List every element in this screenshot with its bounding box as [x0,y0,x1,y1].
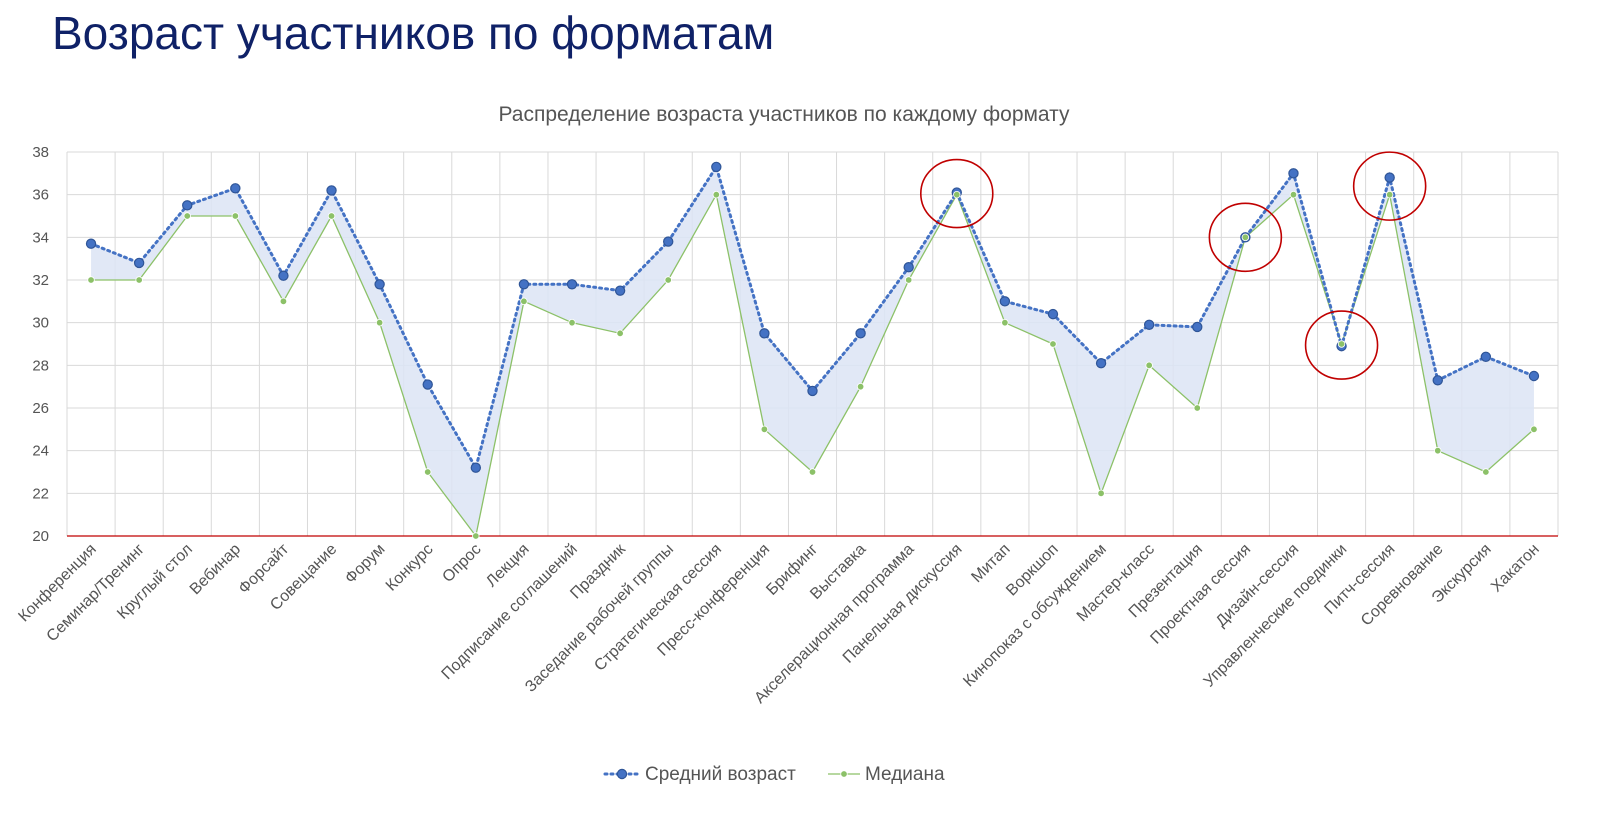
mean-point [663,236,674,247]
highlight-circle [1208,202,1283,273]
y-tick-label: 30 [32,315,49,332]
y-axis-ticks: 20 22 24 26 28 30 32 34 36 38 [32,144,49,545]
median-point [424,468,432,476]
x-tick-label: Митап [968,541,1013,586]
mean-point [614,285,626,296]
median-point [904,276,913,284]
chart-grid [66,151,1559,537]
mean-point [230,183,241,194]
median-point [183,212,191,220]
mean-point [133,257,145,269]
range-area [91,166,1534,536]
median-point [616,329,624,338]
mean-point [855,328,866,339]
x-tick-label: Форум [342,541,388,587]
median-point [231,212,240,220]
y-tick-label: 28 [32,357,49,374]
median-point [953,190,961,199]
highlight-circle [1352,151,1427,221]
median-point [472,532,480,540]
median-point [1241,233,1250,242]
median-point [135,276,143,284]
median-point [664,276,672,284]
mean-point [85,238,97,249]
y-tick-label: 24 [32,443,49,460]
median-point [856,382,865,391]
y-tick-label: 32 [32,272,49,289]
mean-point [711,161,722,173]
mean-point [903,262,914,273]
median-point [1385,190,1394,199]
median-point [1097,489,1105,498]
x-tick-label: Соревнование [1358,541,1447,630]
y-tick-label: 34 [32,229,49,246]
x-tick-label: Хакатон [1488,541,1543,596]
median-point [1530,425,1538,434]
mean-point [422,379,433,390]
y-tick-label: 26 [32,400,49,417]
highlight-circles [919,151,1427,380]
median-point [375,318,384,327]
mean-point [1384,172,1395,183]
mean-point [374,279,385,290]
median-point [1001,318,1009,327]
mean-point [470,462,482,473]
series-markers [85,161,1540,540]
highlight-circle [1304,310,1379,380]
y-tick-label: 36 [32,187,49,204]
x-tick-label: Дизайн-сессия [1213,541,1303,631]
mean-point [182,200,193,211]
median-point [1434,446,1442,455]
x-tick-label: Опрос [439,541,484,586]
median-point [327,212,336,220]
mean-point [278,270,289,281]
mean-point [1143,319,1155,330]
mean-point [1528,370,1540,382]
mean-point [1432,375,1443,386]
median-point [760,425,769,434]
y-tick-label: 20 [32,528,49,545]
chart-subtitle: Распределение возраста участников по каж… [498,103,1070,126]
legend-label-mean[interactable]: Средний возраст [645,764,796,785]
median-point [808,468,817,476]
median-point [1289,190,1298,199]
mean-point [566,279,578,290]
mean-point [999,296,1011,307]
mean-point [1192,321,1203,333]
median-point [1482,468,1490,476]
mean-point [1095,358,1107,369]
median-point [1337,340,1346,348]
mean-point [1288,168,1299,179]
y-tick-label: 38 [32,144,49,161]
legend-label-median[interactable]: Медиана [865,764,945,785]
mean-point [1480,351,1492,362]
x-tick-label: Вебинар [187,541,244,598]
legend-marker-median [840,770,848,778]
area-between-series [91,166,1534,536]
y-tick-label: 22 [32,485,49,502]
median-point [568,318,576,327]
highlight-circle [919,158,994,229]
mean-point [326,185,337,196]
median-point [87,276,95,284]
page-title: Возраст участников по форматам [52,7,775,59]
x-tick-label: Конкурс [383,541,437,595]
mean-point [1047,308,1059,320]
median-point [1049,340,1057,348]
median-point [279,297,288,306]
mean-point [759,328,770,339]
mean-point [518,279,530,290]
median-point [520,297,528,306]
median-point [1145,361,1153,370]
median-point [712,190,721,199]
legend-marker-mean [616,768,628,780]
mean-point [807,385,818,397]
median-point [1193,404,1201,412]
chart-legend[interactable]: Средний возраст Медиана [603,764,945,785]
